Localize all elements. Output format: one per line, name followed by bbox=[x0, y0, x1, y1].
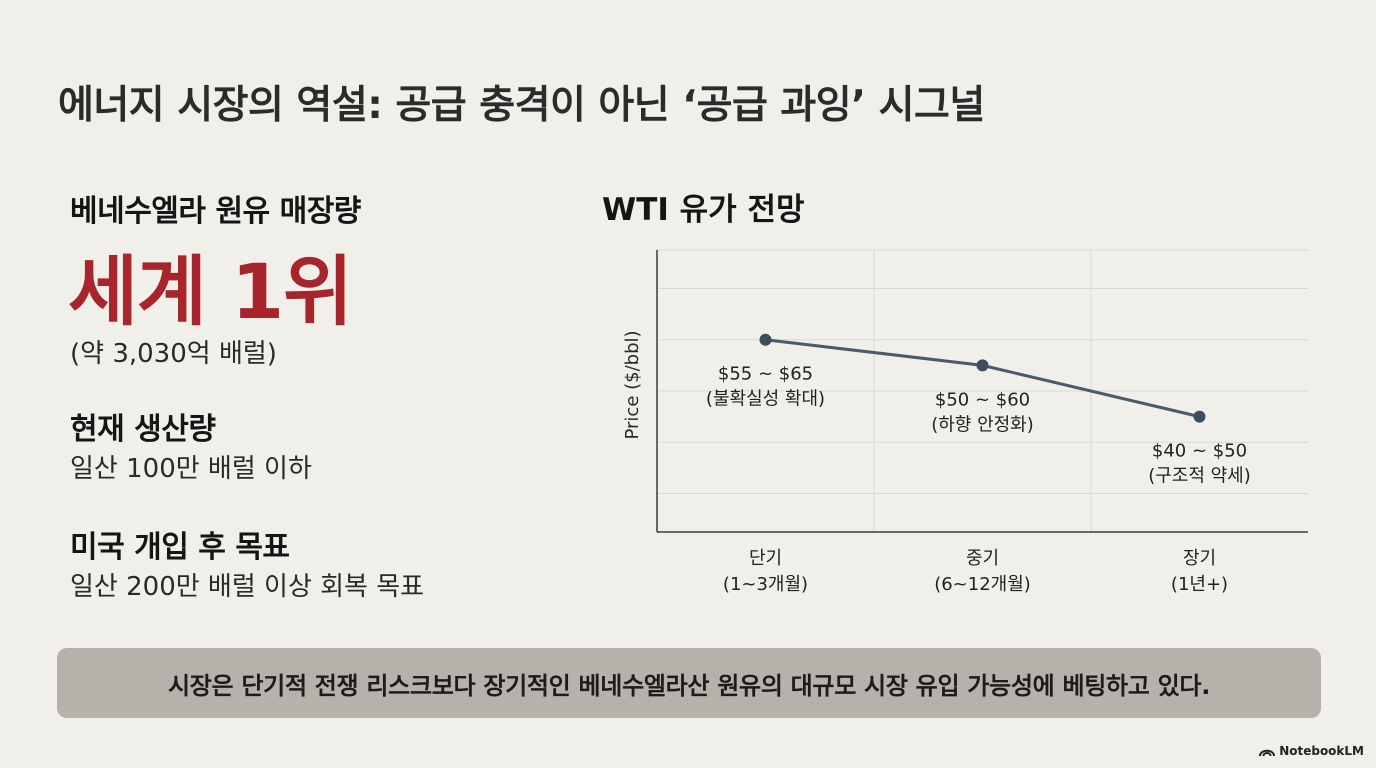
x-tick-label: 장기 bbox=[1183, 548, 1216, 569]
brand-logo: NotebookLM bbox=[1259, 744, 1364, 758]
data-label: (불확실성 확대) bbox=[706, 389, 825, 410]
data-point bbox=[759, 333, 772, 346]
data-label: $55 ~ $65 bbox=[718, 364, 813, 385]
production-value: 일산 100만 배럴 이하 bbox=[70, 454, 312, 484]
reserves-note: (약 3,030억 배럴) bbox=[70, 339, 277, 369]
x-tick-label: (1~3개월) bbox=[723, 574, 808, 595]
target-value: 일산 200만 배럴 이상 회복 목표 bbox=[70, 572, 425, 602]
chart-title: WTI 유가 전망 bbox=[602, 192, 805, 228]
x-tick-label: 단기 bbox=[749, 548, 782, 569]
wti-price-chart: Price ($/bbl) $55 ~ $65 (불확실성 확대) $50 ~ $60… bbox=[622, 249, 1308, 595]
x-tick-label: (6~12개월) bbox=[934, 574, 1031, 595]
y-axis-label: Price ($/bbl) bbox=[622, 330, 643, 439]
brand-name: NotebookLM bbox=[1279, 744, 1364, 758]
data-label: (하향 안정화) bbox=[931, 414, 1034, 435]
page-title: 에너지 시장의 역설: 공급 충격이 아닌 ‘공급 과잉’ 시그널 bbox=[58, 83, 985, 128]
data-point bbox=[976, 359, 989, 372]
target-label: 미국 개입 후 목표 bbox=[70, 530, 290, 565]
reserves-label: 베네수엘라 원유 매장량 bbox=[70, 194, 361, 229]
data-point bbox=[1193, 410, 1206, 423]
data-label: (구조적 약세) bbox=[1148, 466, 1251, 487]
x-tick-label: (1년+) bbox=[1171, 574, 1228, 595]
footer-banner: 시장은 단기적 전쟁 리스크보다 장기적인 베네수엘라산 원유의 대규모 시장 … bbox=[57, 648, 1321, 718]
production-label: 현재 생산량 bbox=[70, 412, 216, 447]
footer-text: 시장은 단기적 전쟁 리스크보다 장기적인 베네수엘라산 원유의 대규모 시장 … bbox=[167, 671, 1211, 700]
data-label: $50 ~ $60 bbox=[935, 389, 1030, 410]
notebooklm-icon bbox=[1259, 749, 1276, 757]
x-tick-label: 중기 bbox=[966, 548, 999, 569]
data-label: $40 ~ $50 bbox=[1152, 441, 1247, 462]
reserves-rank: 세계 1위 bbox=[68, 247, 353, 336]
